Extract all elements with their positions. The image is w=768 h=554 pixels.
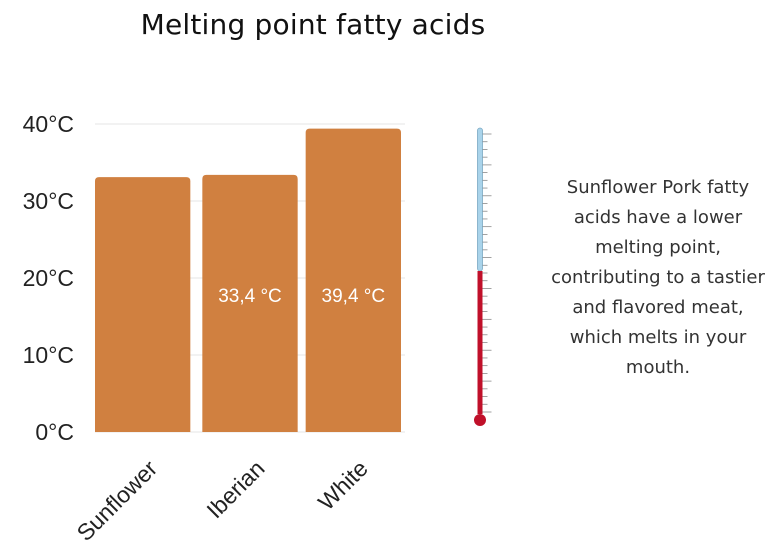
value-labels: 33,4 °C 39,4 °C [218, 286, 385, 307]
thermometer-tube [477, 127, 483, 272]
x-axis-labels: Sunflower Iberian White [71, 455, 372, 546]
bar-value-label: 39,4 °C [322, 286, 386, 307]
y-tick-label: 30°C [23, 188, 74, 214]
y-tick-label: 20°C [23, 265, 74, 291]
y-tick-label: 10°C [23, 342, 74, 368]
bars [95, 128, 401, 432]
thermometer-fluid [477, 271, 483, 414]
bar-value-label: 33,4 °C [218, 286, 282, 307]
y-tick-label: 40°C [23, 111, 74, 137]
x-tick-label: Sunflower [71, 455, 162, 546]
thermometer-icon [474, 127, 492, 426]
thermometer-bulb [474, 414, 486, 426]
x-tick-label: Iberian [201, 455, 269, 523]
bar-white [305, 128, 401, 432]
y-axis-ticks: 0°C 10°C 20°C 30°C 40°C [23, 111, 74, 445]
bar-iberian [202, 174, 298, 432]
x-tick-label: White [313, 455, 373, 515]
y-tick-label: 0°C [35, 419, 74, 445]
annotation-text: Sunflower Pork fatty acids have a lower … [551, 177, 765, 378]
chart-title: Melting point fatty acids [140, 8, 486, 41]
bar-sunflower [95, 177, 191, 432]
